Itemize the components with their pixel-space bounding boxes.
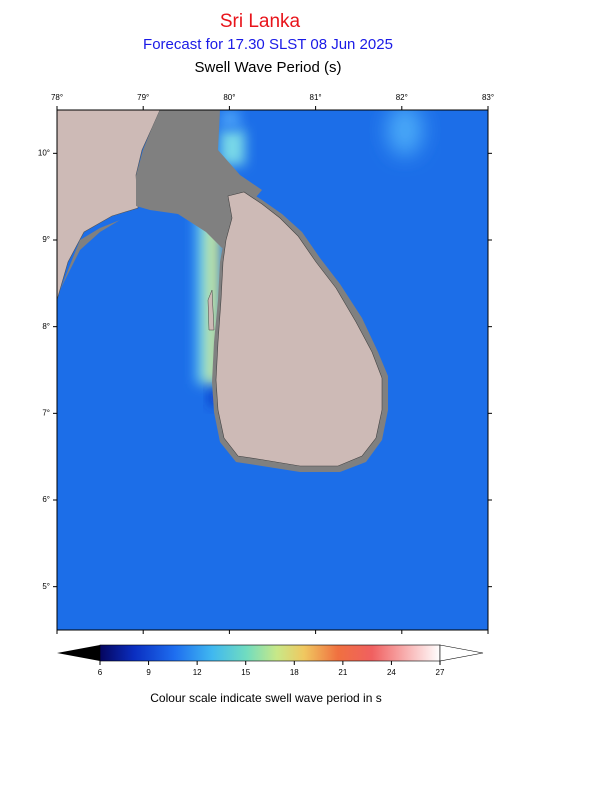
graticule: 78° 79° 80° 81° 82° 83° 10° 9° 8° 7° 6° 5°	[38, 93, 494, 634]
lon-label: 78°	[51, 93, 63, 102]
lon-label: 79°	[137, 93, 149, 102]
swell-patch	[387, 110, 423, 156]
lat-label: 8°	[42, 322, 50, 331]
colorbar-label: 21	[338, 668, 347, 677]
swell-patch	[220, 110, 240, 128]
colorbar-caption: Colour scale indicate swell wave period …	[150, 691, 381, 705]
colorbar-label: 24	[387, 668, 396, 677]
colorbar	[99, 644, 441, 662]
lon-label: 80°	[223, 93, 235, 102]
variable: Swell Wave Period (s)	[195, 59, 342, 76]
colorbar-label: 27	[436, 668, 445, 677]
colorbar-label: 15	[241, 668, 250, 677]
colorbar-ticks: 6 9 12 15 18 21 24 27	[98, 661, 445, 677]
colorbar-label: 6	[98, 668, 103, 677]
shallows	[60, 220, 120, 290]
colorbar-label: 18	[290, 668, 299, 677]
colorbar-under	[57, 645, 100, 661]
title: Sri Lanka	[220, 11, 301, 32]
map-frame	[56, 109, 489, 631]
lon-label: 83°	[482, 93, 494, 102]
map-field	[57, 110, 488, 630]
colorbar-over	[439, 644, 484, 662]
island	[207, 289, 215, 331]
lat-label: 7°	[42, 408, 50, 417]
colorbar-label: 9	[146, 668, 151, 677]
lon-label: 82°	[396, 93, 408, 102]
sri-lanka	[215, 191, 383, 467]
subtitle: Forecast for 17.30 SLST 08 Jun 2025	[143, 36, 393, 53]
lon-label: 81°	[310, 93, 322, 102]
lat-label: 10°	[38, 148, 50, 157]
lat-label: 9°	[42, 235, 50, 244]
colorbar-label: 12	[193, 668, 202, 677]
lat-label: 6°	[42, 495, 50, 504]
lat-label: 5°	[42, 582, 50, 591]
